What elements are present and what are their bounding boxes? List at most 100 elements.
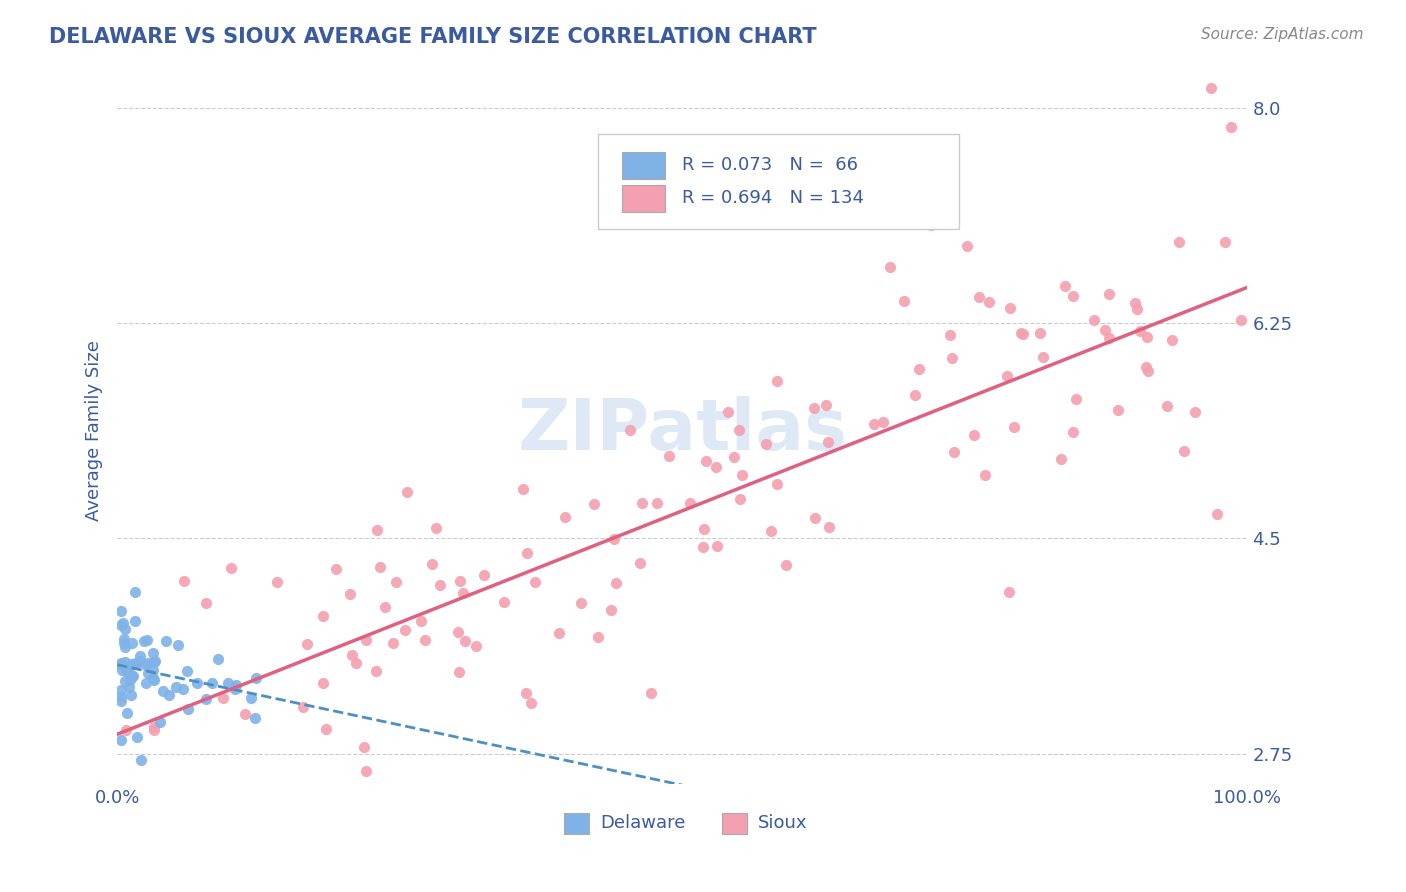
- Point: [110, 690, 132, 704]
- Point: [728, 423, 751, 437]
- Point: [420, 557, 443, 571]
- Point: [217, 676, 239, 690]
- Point: [817, 520, 839, 534]
- Y-axis label: Average Family Size: Average Family Size: [86, 341, 103, 521]
- Point: [1205, 507, 1227, 521]
- Point: [1168, 235, 1191, 250]
- Point: [1135, 359, 1157, 374]
- Point: [605, 576, 627, 591]
- FancyBboxPatch shape: [721, 813, 747, 834]
- Point: [110, 682, 132, 697]
- Point: [134, 634, 156, 648]
- Point: [447, 625, 470, 640]
- Point: [474, 567, 496, 582]
- Point: [394, 623, 416, 637]
- Point: [110, 732, 132, 747]
- Point: [907, 362, 929, 376]
- Point: [135, 657, 157, 672]
- Point: [142, 663, 165, 677]
- Point: [759, 524, 782, 539]
- Point: [425, 521, 447, 535]
- Point: [803, 511, 825, 525]
- Point: [1156, 399, 1178, 413]
- Point: [366, 523, 388, 537]
- Point: [157, 688, 180, 702]
- Point: [449, 665, 471, 680]
- Point: [120, 667, 142, 681]
- Point: [1002, 420, 1025, 434]
- Point: [114, 640, 136, 654]
- Point: [1066, 392, 1088, 406]
- Point: [120, 673, 142, 687]
- Point: [904, 388, 927, 402]
- Point: [120, 688, 142, 702]
- Text: Sioux: Sioux: [758, 814, 807, 832]
- Point: [956, 239, 979, 253]
- Point: [603, 533, 626, 547]
- Point: [370, 560, 392, 574]
- Point: [628, 557, 651, 571]
- Point: [1053, 279, 1076, 293]
- Point: [311, 675, 333, 690]
- Point: [1083, 312, 1105, 326]
- Point: [692, 540, 714, 554]
- Point: [411, 614, 433, 628]
- Point: [1136, 330, 1159, 344]
- Point: [1094, 323, 1116, 337]
- FancyBboxPatch shape: [564, 813, 589, 834]
- Point: [449, 574, 471, 588]
- Point: [766, 374, 789, 388]
- Point: [645, 496, 668, 510]
- Point: [1125, 302, 1147, 317]
- Point: [524, 857, 547, 871]
- Point: [110, 658, 132, 673]
- Point: [356, 632, 378, 647]
- Point: [384, 574, 406, 589]
- Point: [520, 696, 543, 710]
- Point: [515, 686, 537, 700]
- Point: [143, 673, 166, 688]
- Point: [658, 450, 681, 464]
- Point: [112, 615, 135, 630]
- Point: [941, 351, 963, 365]
- Point: [177, 702, 200, 716]
- Point: [118, 667, 141, 681]
- Point: [863, 417, 886, 432]
- Point: [415, 633, 437, 648]
- Point: [1136, 364, 1159, 378]
- Point: [775, 558, 797, 572]
- Point: [704, 459, 727, 474]
- Point: [121, 657, 143, 671]
- Point: [219, 561, 242, 575]
- Point: [995, 368, 1018, 383]
- Point: [143, 723, 166, 737]
- Point: [266, 575, 288, 590]
- Point: [879, 260, 901, 274]
- Point: [1173, 444, 1195, 458]
- Point: [149, 714, 172, 729]
- Point: [125, 657, 148, 672]
- Point: [429, 578, 451, 592]
- Point: [125, 730, 148, 744]
- Point: [1161, 333, 1184, 347]
- Point: [110, 604, 132, 618]
- Text: ZIPatlas: ZIPatlas: [517, 396, 848, 466]
- Point: [943, 445, 966, 459]
- Point: [600, 603, 623, 617]
- Point: [1229, 312, 1251, 326]
- Point: [125, 656, 148, 670]
- Text: R = 0.073   N =  66: R = 0.073 N = 66: [682, 156, 858, 174]
- Point: [679, 496, 702, 510]
- Point: [803, 401, 825, 415]
- Point: [325, 562, 347, 576]
- Point: [381, 636, 404, 650]
- Text: Source: ZipAtlas.com: Source: ZipAtlas.com: [1201, 27, 1364, 42]
- Point: [129, 753, 152, 767]
- Point: [315, 722, 337, 736]
- Point: [1213, 235, 1236, 249]
- Point: [114, 655, 136, 669]
- Point: [1010, 326, 1032, 341]
- Point: [693, 848, 716, 863]
- Point: [245, 711, 267, 725]
- Point: [115, 706, 138, 721]
